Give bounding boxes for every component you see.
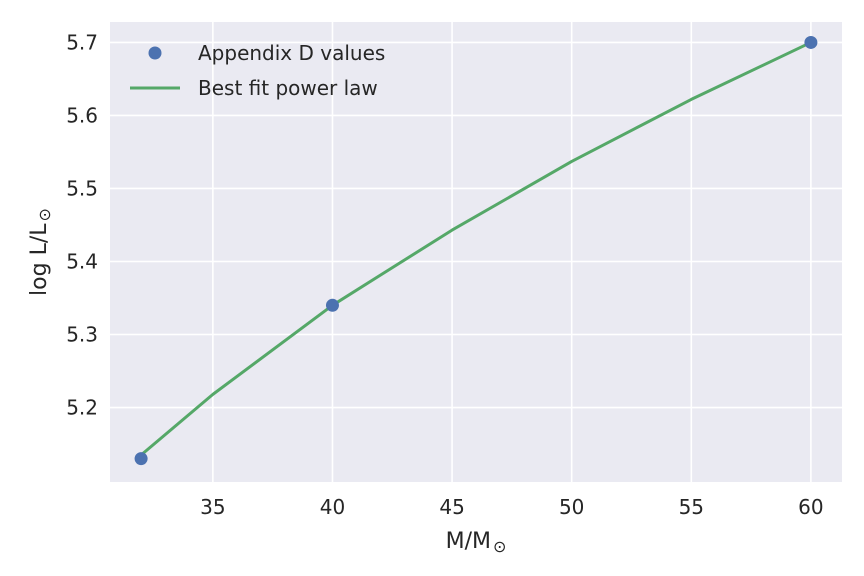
y-tick-label: 5.2 xyxy=(66,396,98,420)
y-tick-label: 5.6 xyxy=(66,103,98,127)
x-tick-label: 35 xyxy=(200,495,225,519)
data-point xyxy=(325,298,339,312)
legend-marker-appendix-d xyxy=(148,46,162,60)
y-tick-label: 5.5 xyxy=(66,176,98,200)
y-axis-label: log L/L⊙ xyxy=(27,208,54,296)
legend-label-appendix-d: Appendix D values xyxy=(198,41,385,65)
y-axis-label-subscript: ⊙ xyxy=(35,208,54,221)
x-axis-label: M/M ⊙ xyxy=(446,529,507,556)
y-tick-label: 5.7 xyxy=(66,30,98,54)
series-layer xyxy=(134,35,818,466)
legend-label-best-fit: Best fit power law xyxy=(198,76,378,100)
ticks: 35 40 45 50 55 60 5.2 5.3 5.4 5.5 5.6 5.7 xyxy=(66,30,823,519)
x-tick-label: 60 xyxy=(798,495,823,519)
data-point xyxy=(134,452,148,466)
plot-area xyxy=(110,22,842,482)
x-tick-label: 45 xyxy=(439,495,464,519)
best-fit-line xyxy=(139,40,813,457)
y-tick-label: 5.4 xyxy=(66,249,98,273)
x-tick-label: 55 xyxy=(679,495,704,519)
legend: Appendix D values Best fit power law xyxy=(130,41,385,100)
y-tick-label: 5.3 xyxy=(66,323,98,347)
x-axis-label-subscript: ⊙ xyxy=(493,537,506,556)
data-point xyxy=(804,35,818,49)
grid xyxy=(110,22,842,482)
x-tick-label: 40 xyxy=(320,495,345,519)
x-tick-label: 50 xyxy=(559,495,584,519)
